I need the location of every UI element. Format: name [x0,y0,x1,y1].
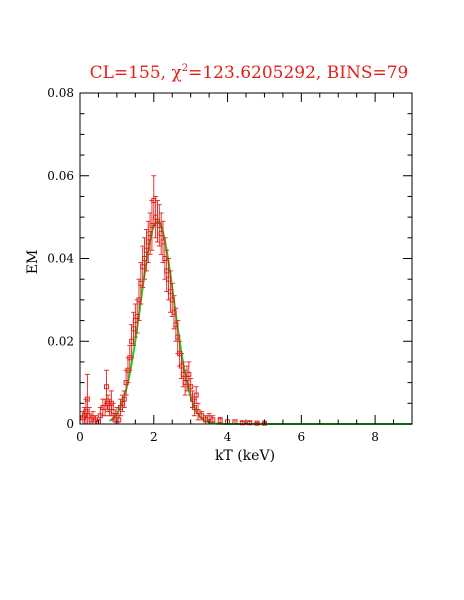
data-marker [110,409,116,415]
data-point [188,378,194,396]
x-tick-label: 6 [298,430,306,444]
data-marker [191,404,197,410]
title-suffix: =123.6205292, BINS=79 [188,63,408,83]
fit-curve [109,220,412,425]
data-point [217,416,223,425]
data-point [156,204,162,247]
data-marker [254,420,260,426]
y-tick-label: 0.06 [47,169,74,183]
data-marker [217,418,223,424]
y-axis-label: EM [25,250,41,275]
y-tick-label: 0.08 [47,86,74,100]
x-tick-label: 0 [76,430,84,444]
x-tick-label: 2 [150,430,158,444]
chart-title: CL=155, χ2=123.6205292, BINS=79 [90,63,409,83]
y-tick-label: 0.04 [47,252,74,266]
title-sup: 2 [182,63,188,74]
data-points-layer [80,175,267,426]
data-point [104,369,110,404]
data-marker [188,384,194,390]
axes [79,92,413,425]
x-axis-label: kT (keV) [215,448,275,464]
fit-curve-layer [109,220,412,425]
data-marker [186,371,192,377]
data-marker [175,334,181,340]
data-point [232,419,238,425]
data-marker [247,420,253,426]
data-marker [210,417,216,423]
title-chi: χ [171,63,181,83]
data-marker [84,396,90,402]
x-tick-label: 8 [371,430,379,444]
data-marker [104,384,110,390]
x-tick-label: 4 [224,430,232,444]
y-tick-label: 0.02 [47,334,74,348]
data-marker [83,409,89,415]
title-prefix: CL=155, [90,63,172,83]
data-marker [121,396,127,402]
y-tick-label: 0 [66,417,74,431]
data-marker [239,420,245,426]
tick-labels: 0 2 4 6 8 0 0.02 0.04 0.06 0.08 [47,86,379,444]
data-marker [193,392,199,398]
